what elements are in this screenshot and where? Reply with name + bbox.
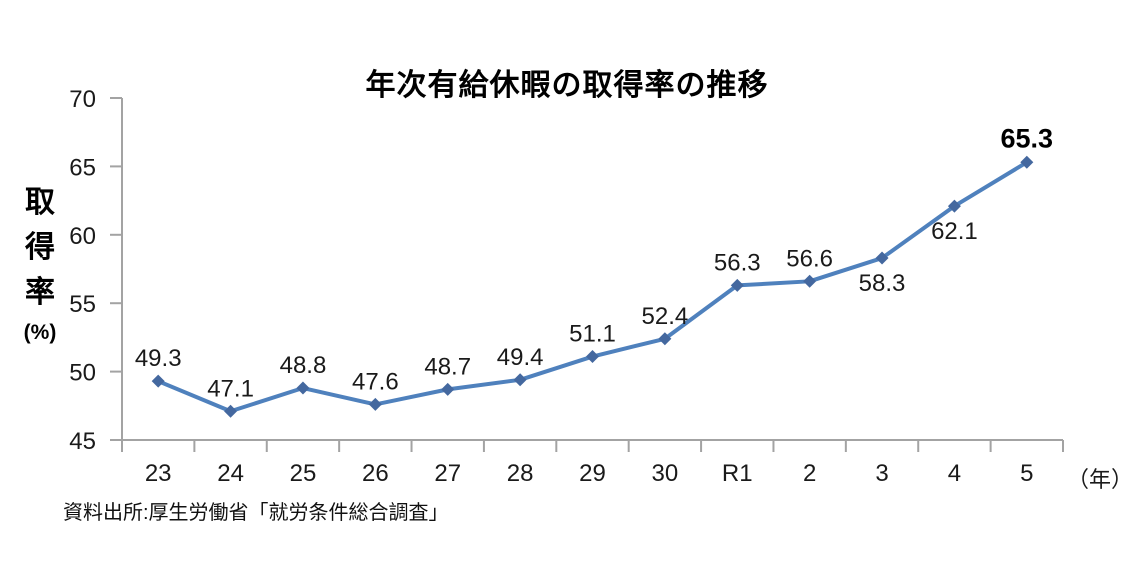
data-label: 47.6 bbox=[352, 368, 399, 395]
data-label: 49.4 bbox=[497, 344, 544, 371]
data-label: 56.6 bbox=[786, 245, 833, 272]
data-point-marker bbox=[441, 382, 455, 396]
data-point-marker bbox=[296, 381, 310, 395]
source-note: 資料出所:厚生労働省「就労条件総合調査」 bbox=[63, 502, 449, 524]
data-point-marker bbox=[1020, 155, 1034, 169]
y-tick-label: 55 bbox=[69, 291, 96, 318]
x-tick-label: 25 bbox=[290, 460, 317, 487]
x-tick-label: R1 bbox=[722, 460, 753, 487]
data-point-marker bbox=[224, 404, 238, 418]
x-tick-label: 26 bbox=[362, 460, 389, 487]
data-point-marker bbox=[368, 397, 382, 411]
y-tick-label: 60 bbox=[69, 223, 96, 250]
x-tick-label: 28 bbox=[507, 460, 534, 487]
x-tick-label: 27 bbox=[434, 460, 461, 487]
data-label: 49.3 bbox=[135, 345, 182, 372]
x-tick-label: 29 bbox=[579, 460, 606, 487]
data-label: 65.3 bbox=[1001, 123, 1054, 153]
data-point-marker bbox=[151, 374, 165, 388]
x-tick-label: 30 bbox=[652, 460, 679, 487]
data-point-marker bbox=[658, 332, 672, 346]
x-tick-label: 24 bbox=[217, 460, 244, 487]
chart-title: 年次有給休暇の取得率の推移 bbox=[365, 69, 769, 102]
data-label: 48.8 bbox=[280, 352, 327, 379]
data-label: 52.4 bbox=[642, 303, 689, 330]
data-point-marker bbox=[730, 278, 744, 292]
y-axis-unit: (%) bbox=[23, 321, 57, 344]
x-tick-label: 3 bbox=[875, 460, 888, 487]
x-tick-label: 2 bbox=[803, 460, 816, 487]
x-axis-unit: （年） bbox=[1067, 467, 1133, 492]
data-label: 56.3 bbox=[714, 249, 761, 276]
data-point-marker bbox=[513, 373, 527, 387]
x-tick-label: 4 bbox=[948, 460, 961, 487]
y-tick-label: 45 bbox=[69, 428, 96, 455]
data-point-marker bbox=[803, 274, 817, 288]
data-label: 48.7 bbox=[424, 353, 471, 380]
data-label: 47.1 bbox=[207, 375, 254, 402]
y-axis-title: 取得率 (%) bbox=[14, 180, 66, 345]
data-point-marker bbox=[947, 199, 961, 213]
x-tick-label: 23 bbox=[145, 460, 172, 487]
data-label: 51.1 bbox=[569, 321, 616, 348]
y-tick-label: 65 bbox=[69, 154, 96, 181]
y-tick-label: 50 bbox=[69, 360, 96, 387]
data-point-marker bbox=[586, 350, 599, 364]
y-tick-label: 70 bbox=[69, 86, 96, 113]
data-point-marker bbox=[875, 251, 889, 265]
data-label: 62.1 bbox=[931, 218, 978, 245]
data-label: 58.3 bbox=[859, 270, 906, 297]
x-tick-label: 5 bbox=[1020, 460, 1033, 487]
y-axis-title-text: 取得率 bbox=[25, 186, 55, 309]
